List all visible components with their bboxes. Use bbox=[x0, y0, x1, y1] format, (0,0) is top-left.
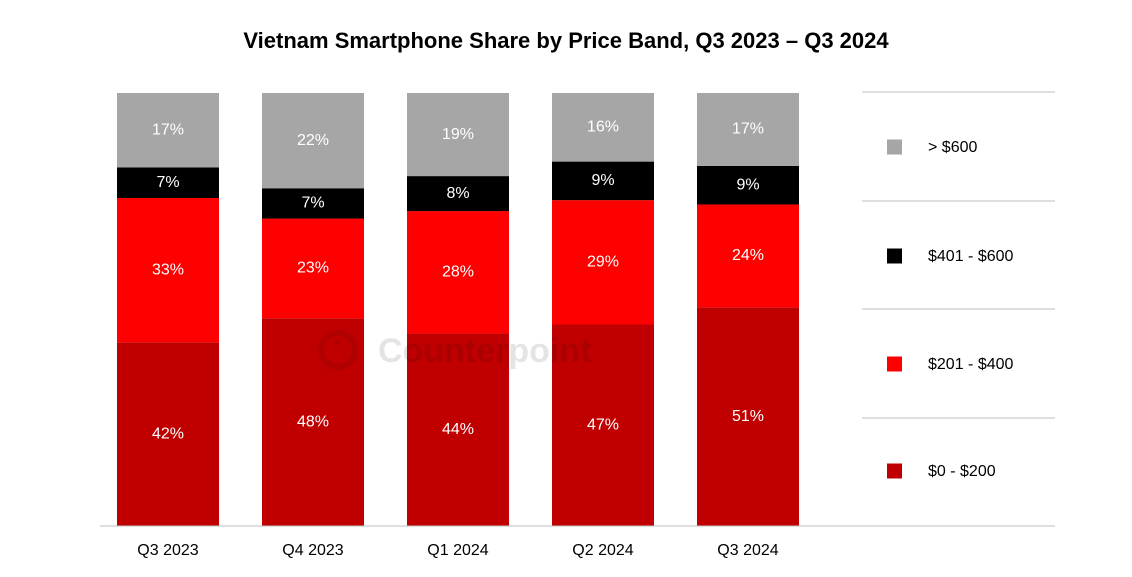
data-label: 9% bbox=[591, 172, 614, 189]
bar-segment bbox=[697, 165, 799, 205]
data-label: 44% bbox=[442, 421, 474, 438]
bar-segment bbox=[407, 176, 509, 212]
x-tick-label: Q1 2024 bbox=[427, 542, 488, 559]
x-tick-label: Q4 2023 bbox=[282, 542, 343, 559]
legend-label: $401 - $600 bbox=[928, 248, 1014, 265]
bar-segment bbox=[697, 307, 799, 526]
bar-segment bbox=[407, 333, 509, 526]
legend: > $600 $401 - $600 $201 - $400 $0 - $200 bbox=[862, 91, 1055, 480]
chart-title: Vietnam Smartphone Share by Price Band, … bbox=[243, 28, 889, 53]
x-tick-label: Q3 2023 bbox=[137, 542, 198, 559]
bar-segment bbox=[697, 204, 799, 308]
data-label: 8% bbox=[446, 185, 469, 202]
x-tick-labels: Q3 2023 Q4 2023 Q1 2024 Q2 2024 Q3 2024 bbox=[137, 542, 778, 559]
bar-segment bbox=[552, 161, 654, 201]
legend-swatch bbox=[887, 139, 902, 155]
data-label: 42% bbox=[152, 425, 184, 442]
data-label: 47% bbox=[587, 416, 619, 433]
bar-segment bbox=[262, 318, 364, 526]
data-label: 16% bbox=[587, 119, 619, 136]
legend-swatch bbox=[887, 248, 902, 264]
bar-segment bbox=[117, 197, 219, 343]
bar-segment bbox=[697, 93, 799, 166]
data-label: 24% bbox=[732, 247, 764, 264]
legend-swatch bbox=[887, 463, 902, 479]
data-label: 19% bbox=[442, 126, 474, 143]
bar-segment bbox=[117, 167, 219, 198]
data-label: 17% bbox=[152, 121, 184, 138]
data-label: 7% bbox=[156, 174, 179, 191]
legend-label: $0 - $200 bbox=[928, 463, 996, 480]
bar-segment bbox=[262, 93, 364, 189]
data-label: 48% bbox=[297, 413, 329, 430]
data-label: 51% bbox=[732, 408, 764, 425]
bar-segment bbox=[552, 324, 654, 526]
data-label: 22% bbox=[297, 132, 329, 149]
bar-segment bbox=[117, 342, 219, 526]
data-label: 23% bbox=[297, 260, 329, 277]
x-tick-label: Q3 2024 bbox=[717, 542, 778, 559]
data-label: 29% bbox=[587, 254, 619, 271]
data-label: 7% bbox=[301, 195, 324, 212]
bar-segment bbox=[407, 211, 509, 334]
bar-segment bbox=[262, 218, 364, 319]
data-label: 17% bbox=[732, 121, 764, 138]
legend-label: > $600 bbox=[928, 139, 977, 156]
bar-segment bbox=[407, 93, 509, 177]
bar-segment bbox=[262, 188, 364, 219]
data-label: 28% bbox=[442, 264, 474, 281]
bar-segment bbox=[117, 93, 219, 168]
bars-group: 42% 33% 7% 17% 48% 23% 7% 22% 44% 28% 8% 19% 47% 29% 9… bbox=[117, 93, 799, 526]
bar-segment bbox=[552, 93, 654, 162]
legend-swatch bbox=[887, 356, 902, 372]
data-label: 9% bbox=[736, 176, 759, 193]
bar-segment bbox=[552, 200, 654, 325]
x-tick-label: Q2 2024 bbox=[572, 542, 633, 559]
data-label: 33% bbox=[152, 261, 184, 278]
watermark-logo: Counterpoint bbox=[318, 330, 591, 370]
svg-text:Counterpoint: Counterpoint bbox=[378, 332, 591, 370]
legend-label: $201 - $400 bbox=[928, 356, 1014, 373]
